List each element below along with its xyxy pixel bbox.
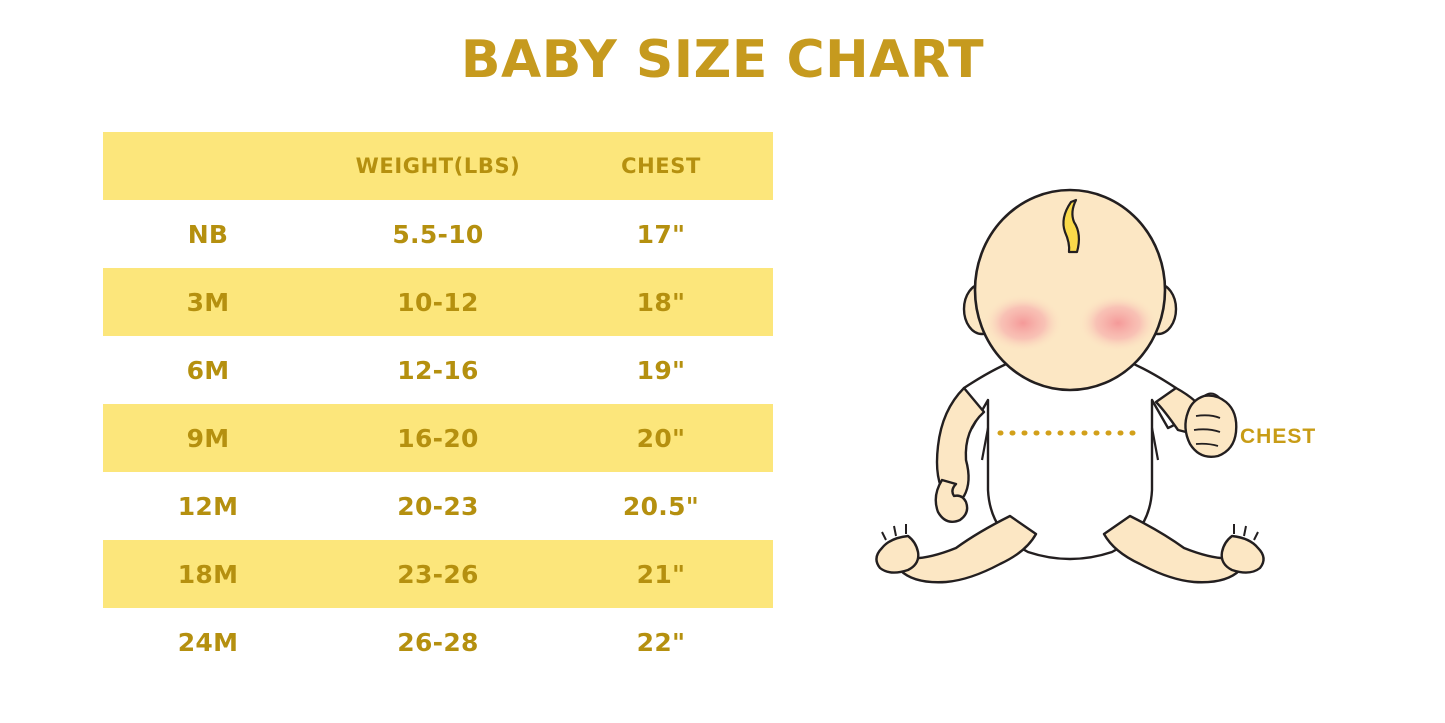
foot-right-icon — [1220, 534, 1265, 574]
hair-curl-icon — [1062, 198, 1081, 254]
finger-line-1 — [1195, 414, 1221, 419]
cell-chest: 22" — [636, 627, 686, 657]
cheek-right — [1078, 294, 1158, 352]
cheek-left — [983, 294, 1063, 352]
thumb-line — [1203, 392, 1221, 399]
finger-line-3 — [1195, 442, 1219, 447]
cell-chest: 19" — [636, 355, 686, 385]
cell-chest: 18" — [636, 287, 686, 317]
hand-left-icon — [934, 478, 969, 523]
cell-size: 12M — [177, 491, 239, 521]
cell-chest: 20" — [636, 423, 686, 453]
cell-weight: 16-20 — [397, 423, 479, 453]
hand-right-fist-icon — [1184, 394, 1238, 458]
cell-chest: 20.5" — [622, 491, 700, 521]
baby-illustration — [860, 160, 1280, 600]
cell-weight: 26-28 — [397, 627, 479, 657]
cell-weight: 10-12 — [397, 287, 479, 317]
cell-weight: 20-23 — [397, 491, 479, 521]
page-title: BABY SIZE CHART — [460, 30, 985, 90]
table-row: 3M 10-12 18" — [103, 268, 773, 336]
cell-size: 6M — [186, 355, 230, 385]
header-cell-weight: WEIGHT(LBS) — [355, 154, 521, 178]
cell-weight: 12-16 — [397, 355, 479, 385]
table-row: 12M 20-23 20.5" — [103, 472, 773, 540]
finger-line-2 — [1193, 428, 1221, 433]
table-row: 6M 12-16 19" — [103, 336, 773, 404]
toes-right — [1233, 524, 1259, 541]
table-header-row: WEIGHT(LBS) CHEST — [103, 132, 773, 200]
foot-left-icon — [875, 534, 920, 574]
cell-chest: 21" — [636, 559, 686, 589]
cell-weight: 5.5-10 — [392, 219, 484, 249]
chest-measure-label: CHEST — [1240, 425, 1317, 448]
cell-size: NB — [187, 219, 229, 249]
table-row: 24M 26-28 22" — [103, 608, 773, 676]
header-cell-chest: CHEST — [621, 154, 701, 178]
table-row: 9M 16-20 20" — [103, 404, 773, 472]
leg-left-shape — [898, 514, 1038, 584]
cell-chest: 17" — [636, 219, 686, 249]
size-table: WEIGHT(LBS) CHEST NB 5.5-10 17" 3M 10-12… — [103, 132, 773, 676]
cell-weight: 23-26 — [397, 559, 479, 589]
cell-size: 18M — [177, 559, 239, 589]
chest-tick-left — [980, 427, 990, 461]
table-row: 18M 23-26 21" — [103, 540, 773, 608]
table-row: NB 5.5-10 17" — [103, 200, 773, 268]
cell-size: 9M — [186, 423, 230, 453]
toes-left — [881, 524, 907, 541]
cell-size: 24M — [177, 627, 239, 657]
chest-tick-right — [1150, 427, 1160, 461]
cell-size: 3M — [186, 287, 230, 317]
leg-right-shape — [1102, 514, 1242, 584]
